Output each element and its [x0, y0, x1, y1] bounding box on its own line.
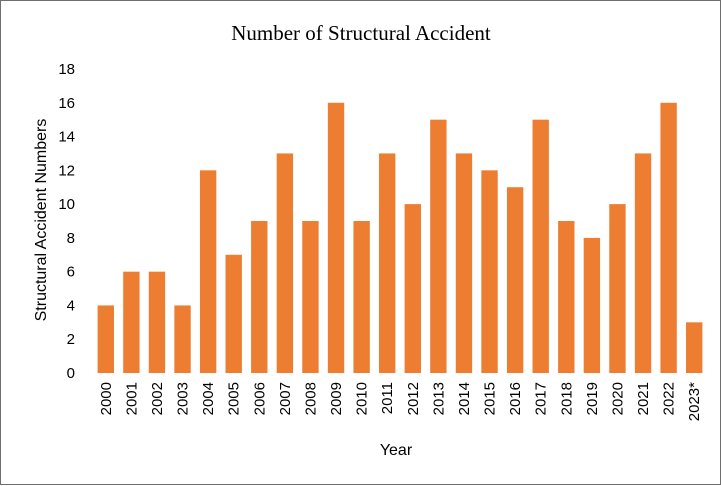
x-tick-label: 2014 — [456, 382, 473, 415]
y-tick-label: 2 — [67, 331, 75, 348]
y-tick-label: 8 — [67, 230, 75, 247]
bar-2006 — [251, 221, 268, 373]
y-tick-label: 4 — [67, 297, 75, 314]
x-tick-label: 2021 — [635, 382, 652, 415]
x-tick-label: 2012 — [405, 382, 422, 415]
bar-2001 — [123, 271, 140, 373]
y-tick-label: 18 — [58, 61, 75, 78]
x-tick-label: 2006 — [251, 382, 268, 415]
x-tick-label: 2003 — [175, 382, 192, 415]
bar-2023 — [686, 322, 703, 373]
x-tick-label: 2009 — [328, 382, 345, 415]
x-tick-label: 2002 — [149, 382, 166, 415]
x-tick-label: 2022 — [661, 382, 678, 415]
x-tick-label: 2023* — [686, 382, 703, 421]
x-axis: 2000 2001 2002 2003 2004 2005 2006 2007 2008 2009… — [98, 382, 703, 421]
bar-2012 — [404, 204, 421, 373]
x-tick-label: 2005 — [226, 382, 243, 415]
x-tick-label: 2004 — [200, 382, 217, 415]
x-tick-label: 2015 — [482, 382, 499, 415]
y-tick-label: 16 — [58, 95, 75, 112]
bar-2013 — [430, 119, 447, 373]
bar-2010 — [353, 221, 370, 373]
y-axis-title: Structural Accident Numbers — [33, 119, 50, 322]
bar-2017 — [532, 119, 549, 373]
y-tick-label: 10 — [58, 196, 75, 213]
x-tick-label: 2013 — [430, 382, 447, 415]
x-tick-label: 2017 — [533, 382, 550, 415]
bar-2004 — [199, 170, 217, 373]
bar-2015 — [481, 170, 498, 373]
x-tick-label: 2010 — [354, 382, 371, 415]
x-tick-label: 2008 — [302, 382, 319, 415]
bar-2016 — [506, 187, 524, 373]
bar-2002 — [148, 271, 166, 373]
x-tick-label: 2001 — [123, 382, 140, 415]
bar-2008 — [302, 221, 319, 373]
x-tick-label: 2007 — [277, 382, 294, 415]
bar-2009 — [327, 102, 345, 373]
bar-2011 — [379, 153, 396, 373]
bar-2021 — [634, 153, 652, 373]
x-tick-label: 2011 — [379, 382, 396, 414]
bar-2014 — [455, 153, 473, 373]
bar-2020 — [609, 204, 626, 373]
x-tick-label: 2019 — [584, 382, 601, 415]
y-tick-label: 6 — [67, 264, 75, 281]
x-tick-label: 2020 — [609, 382, 626, 415]
y-tick-label: 14 — [58, 129, 75, 146]
bar-2019 — [583, 237, 601, 373]
bar-2003 — [174, 305, 191, 373]
y-tick-label: 12 — [58, 162, 75, 179]
y-tick-label: 0 — [67, 365, 75, 382]
bars — [97, 102, 703, 373]
x-tick-label: 2016 — [507, 382, 524, 415]
x-tick-label: 2000 — [98, 382, 115, 415]
bar-2007 — [276, 153, 294, 373]
x-tick-label: 2018 — [558, 382, 575, 415]
bar-2018 — [558, 221, 575, 373]
bar-2000 — [97, 305, 114, 373]
chart-title: Number of Structural Accident — [231, 21, 491, 45]
y-axis: 0 2 4 6 8 10 12 14 16 18 — [58, 61, 75, 382]
x-axis-title: Year — [380, 442, 413, 459]
bar-2022 — [660, 102, 677, 373]
bar-2005 — [225, 254, 242, 373]
